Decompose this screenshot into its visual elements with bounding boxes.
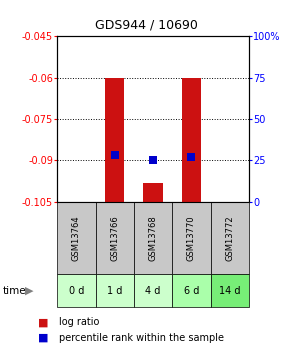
Text: 1 d: 1 d xyxy=(107,286,122,296)
Bar xyxy=(144,183,163,202)
Bar xyxy=(57,274,96,307)
Text: time: time xyxy=(3,286,27,296)
Bar xyxy=(182,78,201,202)
Text: GSM13768: GSM13768 xyxy=(149,215,158,261)
Text: ■: ■ xyxy=(38,317,49,327)
Point xyxy=(151,158,156,163)
Point xyxy=(189,154,194,160)
Text: GSM13766: GSM13766 xyxy=(110,215,119,261)
Bar xyxy=(96,202,134,274)
Text: ■: ■ xyxy=(38,333,49,343)
Bar xyxy=(57,202,96,274)
Text: 6 d: 6 d xyxy=(184,286,199,296)
Text: GSM13770: GSM13770 xyxy=(187,215,196,261)
Bar xyxy=(211,274,249,307)
Bar xyxy=(211,202,249,274)
Text: 0 d: 0 d xyxy=(69,286,84,296)
Text: GSM13772: GSM13772 xyxy=(225,215,234,261)
Text: GSM13764: GSM13764 xyxy=(72,215,81,261)
Bar xyxy=(134,274,172,307)
Text: 14 d: 14 d xyxy=(219,286,241,296)
Bar xyxy=(172,202,211,274)
Bar xyxy=(134,202,172,274)
Text: GDS944 / 10690: GDS944 / 10690 xyxy=(95,19,198,32)
Text: percentile rank within the sample: percentile rank within the sample xyxy=(59,333,224,343)
Text: log ratio: log ratio xyxy=(59,317,99,327)
Bar xyxy=(172,274,211,307)
Point xyxy=(113,153,117,158)
Bar xyxy=(96,274,134,307)
Text: 4 d: 4 d xyxy=(145,286,161,296)
Text: ▶: ▶ xyxy=(25,286,34,296)
Bar xyxy=(105,78,124,202)
